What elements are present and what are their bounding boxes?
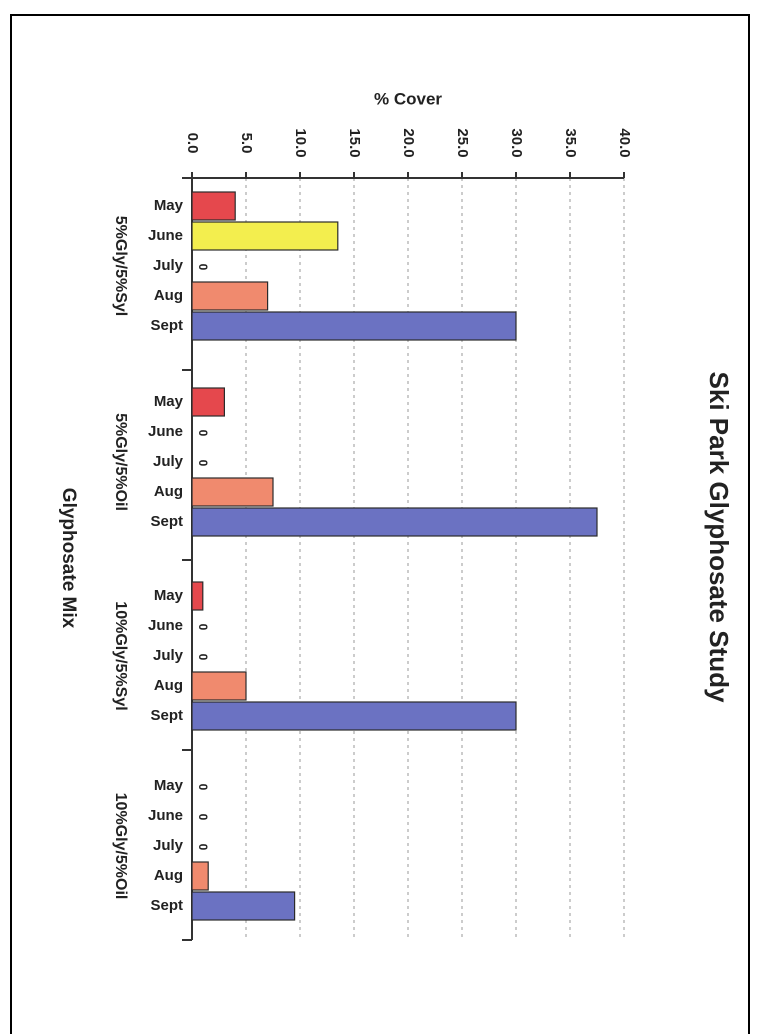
month-label: Aug bbox=[154, 677, 183, 694]
zero-data-label: 0 bbox=[196, 654, 210, 661]
month-label: June bbox=[148, 227, 183, 244]
value-tick-label: 5.0 bbox=[238, 133, 255, 154]
month-label: June bbox=[148, 617, 183, 634]
value-axis-title: % Cover bbox=[374, 89, 442, 108]
month-label: Aug bbox=[154, 287, 183, 304]
bar bbox=[191, 387, 226, 417]
value-tick-label: 40.0 bbox=[616, 128, 633, 157]
value-tick-label: 30.0 bbox=[508, 128, 525, 157]
month-label: Aug bbox=[154, 867, 183, 884]
zero-data-label: 0 bbox=[196, 814, 210, 821]
month-label: July bbox=[153, 837, 184, 854]
value-tick-label: 0.0 bbox=[184, 133, 201, 154]
zero-data-label: 0 bbox=[196, 784, 210, 791]
month-label: May bbox=[154, 197, 184, 214]
zero-data-label: 0 bbox=[196, 844, 210, 851]
category-axis-title: Glyphosate Mix bbox=[58, 488, 79, 629]
bar bbox=[191, 507, 598, 537]
bar bbox=[191, 221, 339, 251]
zero-data-label: 0 bbox=[196, 264, 210, 271]
month-label: June bbox=[148, 807, 183, 824]
bar bbox=[191, 701, 517, 731]
value-tick-label: 20.0 bbox=[400, 128, 417, 157]
month-label: Aug bbox=[154, 483, 183, 500]
month-label: June bbox=[148, 423, 183, 440]
group-label: 10%Gly/5%Syl bbox=[112, 601, 129, 710]
month-label: Sept bbox=[150, 317, 183, 334]
value-tick-label: 10.0 bbox=[292, 128, 309, 157]
month-label: Sept bbox=[150, 513, 183, 530]
bar bbox=[191, 191, 236, 221]
bar bbox=[191, 861, 209, 891]
group-label: 5%Gly/5%Oil bbox=[112, 413, 129, 511]
chart-frame bbox=[10, 14, 750, 1034]
month-label: Sept bbox=[150, 897, 183, 914]
value-tick-label: 35.0 bbox=[562, 128, 579, 157]
bar bbox=[191, 671, 247, 701]
bar bbox=[191, 891, 296, 921]
value-tick-label: 15.0 bbox=[346, 128, 363, 157]
bar bbox=[191, 281, 269, 311]
month-label: July bbox=[153, 453, 184, 470]
value-tick-label: 25.0 bbox=[454, 128, 471, 157]
bar bbox=[191, 477, 274, 507]
month-label: Sept bbox=[150, 707, 183, 724]
month-label: July bbox=[153, 257, 184, 274]
chart-title: Ski Park Glyphosate Study bbox=[704, 372, 734, 703]
group-label: 10%Gly/5%Oil bbox=[112, 793, 129, 900]
zero-data-label: 0 bbox=[196, 460, 210, 467]
group-label: 5%Gly/5%Syl bbox=[112, 216, 129, 317]
month-label: May bbox=[154, 777, 184, 794]
zero-data-label: 0 bbox=[196, 624, 210, 631]
bar bbox=[191, 311, 517, 341]
bar bbox=[191, 581, 204, 611]
month-label: July bbox=[153, 647, 184, 664]
month-label: May bbox=[154, 393, 184, 410]
month-label: May bbox=[154, 587, 184, 604]
zero-data-label: 0 bbox=[196, 430, 210, 437]
